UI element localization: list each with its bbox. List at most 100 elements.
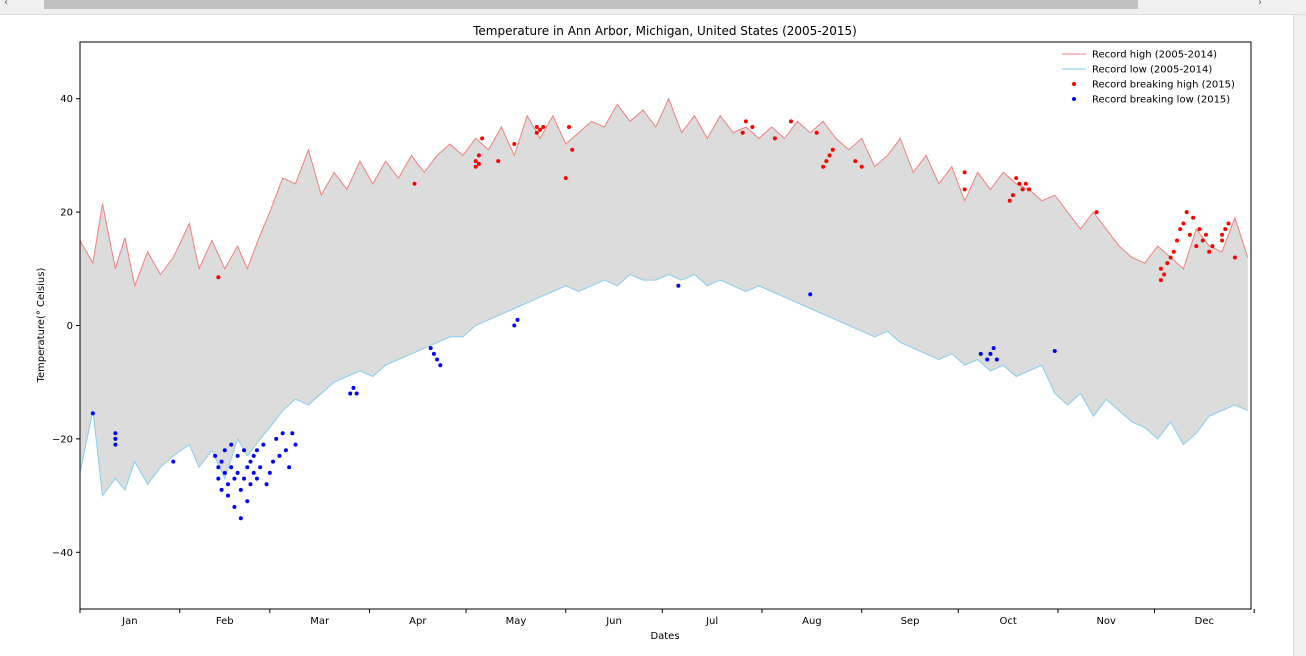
record-breaking-low-point (283, 448, 288, 453)
record-breaking-high-point (563, 176, 568, 181)
record-breaking-high-point (1027, 187, 1032, 192)
record-breaking-low-point (512, 323, 517, 328)
record-breaking-high-point (1165, 261, 1170, 266)
horizontal-scrollbar[interactable]: ‹ › (0, 0, 1306, 15)
record-breaking-high-point (1171, 249, 1176, 254)
record-breaking-high-point (216, 275, 221, 280)
record-breaking-high-point (1181, 221, 1186, 226)
record-breaking-low-point (354, 391, 359, 396)
record-breaking-high-point (1203, 232, 1208, 237)
record-breaking-high-point (821, 164, 826, 169)
record-breaking-high-point (962, 170, 967, 175)
record-breaking-low-point (219, 459, 224, 464)
record-breaking-low-point (254, 448, 259, 453)
record-breaking-high-point (1010, 193, 1015, 198)
chart-title: Temperature in Ann Arbor, Michigan, Unit… (472, 24, 857, 38)
record-breaking-high-point (827, 153, 832, 158)
record-breaking-low-point (277, 453, 282, 458)
record-breaking-low-point (985, 357, 990, 362)
scrollbar-thumb[interactable] (44, 0, 1138, 9)
x-tick-label: Feb (216, 616, 234, 627)
record-breaking-high-point (480, 136, 485, 141)
record-breaking-low-point (248, 482, 253, 487)
record-breaking-high-point (830, 147, 835, 152)
record-breaking-high-point (570, 147, 575, 152)
record-breaking-high-point (1226, 221, 1231, 226)
record-breaking-high-point (476, 161, 481, 166)
record-breaking-low-point (171, 459, 176, 464)
record-breaking-high-point (1223, 227, 1228, 232)
record-breaking-low-point (428, 346, 433, 351)
record-breaking-high-point (541, 125, 546, 130)
record-breaking-low-point (351, 385, 356, 390)
record-breaking-high-point (496, 159, 501, 164)
record-breaking-high-point (740, 130, 745, 135)
record-breaking-high-point (1194, 244, 1199, 249)
x-tick-label: Jul (705, 616, 718, 627)
record-breaking-high-point (1020, 187, 1025, 192)
record-breaking-low-point (225, 482, 230, 487)
legend-label: Record high (2005-2014) (1092, 50, 1217, 61)
record-breaking-low-point (245, 499, 250, 504)
record-breaking-high-point (853, 159, 858, 164)
record-breaking-high-point (1158, 266, 1163, 271)
scroll-right-arrow-icon[interactable]: › (1258, 0, 1262, 8)
record-breaking-high-point (1184, 210, 1189, 215)
record-breaking-low-point (515, 317, 520, 322)
record-breaking-high-point (1017, 181, 1022, 186)
record-low-line (79, 273, 1249, 497)
record-breaking-low-point (232, 504, 237, 509)
record-breaking-low-point (235, 470, 240, 475)
legend-breaking-high-swatch (1072, 82, 1076, 86)
record-breaking-high-point (743, 119, 748, 124)
legend-label: Record breaking high (2015) (1092, 80, 1235, 91)
record-breaking-low-point (438, 363, 443, 368)
legend-breaking-low-swatch (1072, 97, 1076, 101)
record-breaking-low-point (251, 453, 256, 458)
record-breaking-low-point (113, 442, 118, 447)
record-breaking-low-point (991, 346, 996, 351)
record-breaking-low-point (238, 516, 243, 521)
record-breaking-high-point (476, 153, 481, 158)
scroll-left-arrow-icon[interactable]: ‹ (4, 0, 8, 8)
record-breaking-high-point (512, 142, 517, 147)
record-breaking-high-point (538, 127, 543, 132)
record-breaking-high-point (473, 159, 478, 164)
record-breaking-low-point (1052, 349, 1057, 354)
record-breaking-high-point (1014, 176, 1019, 181)
record-breaking-high-point (1158, 278, 1163, 283)
record-breaking-high-point (1175, 238, 1180, 243)
record-breaking-low-point (248, 459, 253, 464)
record-breaking-high-point (824, 159, 829, 164)
record-breaking-low-point (213, 453, 218, 458)
record-breaking-low-point (808, 292, 813, 297)
legend-label: Record breaking low (2015) (1092, 95, 1230, 106)
record-breaking-high-point (1232, 255, 1237, 260)
record-breaking-low-point (222, 470, 227, 475)
record-breaking-low-point (216, 476, 221, 481)
y-tick-label: −40 (52, 548, 73, 559)
record-breaking-high-point (788, 119, 793, 124)
record-breaking-low-point (978, 351, 983, 356)
x-tick-label: Nov (1096, 616, 1116, 627)
record-breaking-low-point (258, 465, 263, 470)
record-breaking-low-point (235, 453, 240, 458)
plot-area (79, 97, 1249, 521)
record-breaking-high-point (814, 130, 819, 135)
x-tick-label: May (506, 616, 527, 627)
record-breaking-high-point (1220, 232, 1225, 237)
x-tick-label: Jun (605, 616, 622, 627)
record-breaking-low-point (113, 431, 118, 436)
fill-between-area (80, 98, 1248, 496)
y-tick-label: 40 (60, 94, 73, 105)
y-tick-label: 20 (60, 208, 73, 219)
y-tick-label: −20 (52, 434, 73, 445)
record-breaking-low-point (261, 442, 266, 447)
record-breaking-low-point (293, 442, 298, 447)
record-breaking-low-point (290, 431, 295, 436)
vertical-scrollbar[interactable] (1293, 15, 1306, 656)
record-breaking-high-point (1200, 238, 1205, 243)
record-breaking-low-point (216, 465, 221, 470)
record-breaking-low-point (271, 459, 276, 464)
record-breaking-high-point (473, 164, 478, 169)
